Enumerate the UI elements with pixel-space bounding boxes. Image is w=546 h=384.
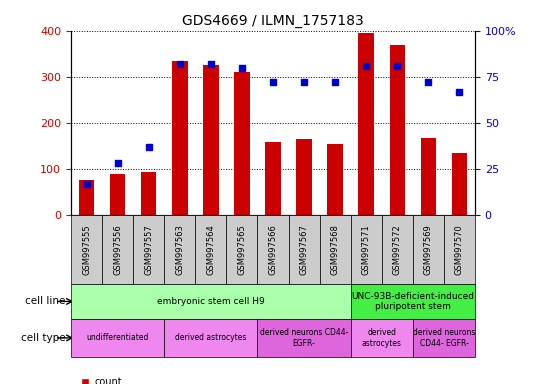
Bar [133, 215, 164, 284]
Point [82, 180, 91, 187]
Text: GSM997571: GSM997571 [362, 224, 371, 275]
Text: embryonic stem cell H9: embryonic stem cell H9 [157, 297, 265, 306]
Text: GSM997572: GSM997572 [393, 224, 402, 275]
Bar [351, 215, 382, 284]
Bar [452, 153, 467, 215]
Point [300, 79, 308, 85]
Bar [258, 319, 351, 357]
Point [206, 61, 215, 67]
Bar [420, 137, 436, 215]
Bar [351, 319, 413, 357]
Bar [389, 45, 405, 215]
Point [455, 88, 464, 94]
Text: GSM997568: GSM997568 [331, 224, 340, 275]
Text: GSM997569: GSM997569 [424, 224, 433, 275]
Bar [296, 139, 312, 215]
Bar [359, 33, 374, 215]
Bar [234, 72, 250, 215]
Bar [444, 215, 475, 284]
Bar [172, 61, 187, 215]
Bar [413, 215, 444, 284]
Legend: count, percentile rank within the sample: count, percentile rank within the sample [76, 373, 263, 384]
Point [331, 79, 340, 85]
Bar [71, 284, 351, 319]
Text: undifferentiated: undifferentiated [86, 333, 149, 343]
Bar [71, 215, 102, 284]
Title: GDS4669 / ILMN_1757183: GDS4669 / ILMN_1757183 [182, 14, 364, 28]
Bar [203, 65, 218, 215]
Bar [351, 284, 475, 319]
Text: UNC-93B-deficient-induced
pluripotent stem: UNC-93B-deficient-induced pluripotent st… [352, 292, 474, 311]
Bar [227, 215, 258, 284]
Point [113, 161, 122, 167]
Text: GSM997567: GSM997567 [300, 224, 308, 275]
Text: GSM997565: GSM997565 [238, 224, 246, 275]
Text: derived
astrocytes: derived astrocytes [362, 328, 402, 348]
Point [175, 61, 184, 67]
Text: GSM997570: GSM997570 [455, 224, 464, 275]
Text: cell line: cell line [25, 296, 66, 306]
Bar [328, 144, 343, 215]
Point [393, 63, 402, 69]
Text: GSM997564: GSM997564 [206, 224, 215, 275]
Bar [102, 215, 133, 284]
Bar [265, 142, 281, 215]
Bar [141, 172, 157, 215]
Point [424, 79, 433, 85]
Point [362, 63, 371, 69]
Bar [110, 174, 126, 215]
Bar [258, 215, 288, 284]
Text: GSM997555: GSM997555 [82, 224, 91, 275]
Point [144, 144, 153, 150]
Bar [288, 215, 319, 284]
Bar [382, 215, 413, 284]
Text: GSM997556: GSM997556 [113, 224, 122, 275]
Bar [413, 319, 475, 357]
Bar [164, 215, 195, 284]
Text: GSM997557: GSM997557 [144, 224, 153, 275]
Bar [71, 319, 164, 357]
Bar [319, 215, 351, 284]
Point [238, 65, 246, 71]
Bar [195, 215, 227, 284]
Bar [79, 180, 94, 215]
Text: GSM997563: GSM997563 [175, 224, 184, 275]
Text: GSM997566: GSM997566 [269, 224, 277, 275]
Text: cell type: cell type [21, 333, 66, 343]
Text: derived astrocytes: derived astrocytes [175, 333, 247, 343]
Text: derived neurons
CD44- EGFR-: derived neurons CD44- EGFR- [413, 328, 475, 348]
Bar [164, 319, 258, 357]
Point [269, 79, 277, 85]
Text: derived neurons CD44-
EGFR-: derived neurons CD44- EGFR- [260, 328, 348, 348]
